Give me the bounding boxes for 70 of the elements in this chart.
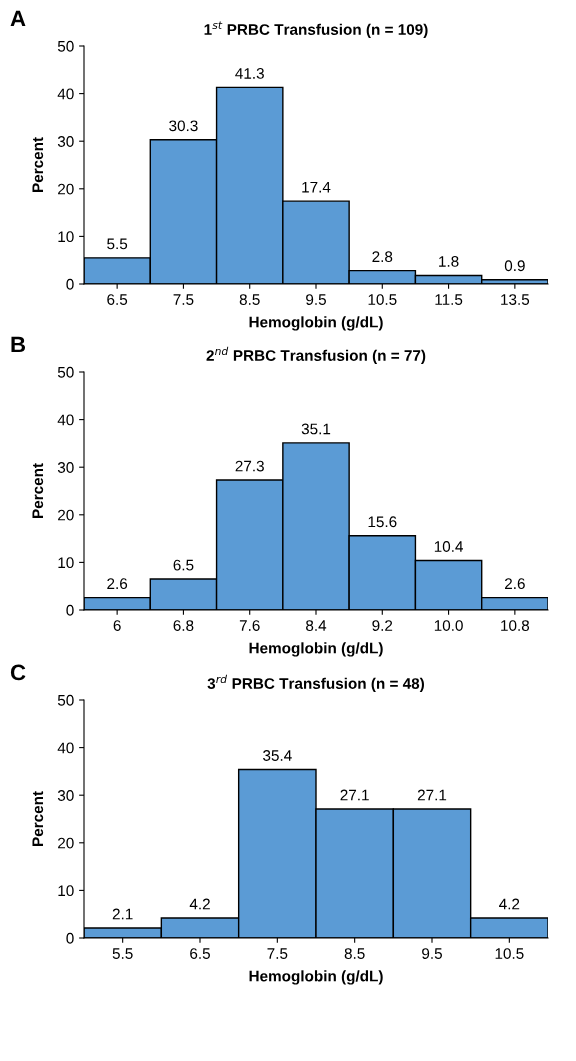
x-tick-label: 7.5 xyxy=(267,948,288,959)
x-tick-label: 8.4 xyxy=(306,620,327,631)
y-tick-label: 20 xyxy=(58,837,74,849)
x-tick-label: 7.6 xyxy=(239,620,260,631)
data-label: 2.1 xyxy=(112,908,133,920)
y-tick-label: 0 xyxy=(66,932,74,944)
data-label: 2.6 xyxy=(107,578,128,590)
x-axis-title: Hemoglobin (g/dL) xyxy=(249,642,383,657)
data-label: 2.6 xyxy=(505,578,525,590)
y-tick-label: 20 xyxy=(58,183,74,195)
y-tick-label: 50 xyxy=(57,694,74,706)
x-tick-label: 6.5 xyxy=(190,948,210,959)
data-label: 1.8 xyxy=(439,256,459,267)
x-axis-title: Hemoglobin (g/dL) xyxy=(249,970,383,985)
y-tick-label: 30 xyxy=(57,790,74,801)
y-tick-label: 30 xyxy=(57,136,74,147)
y-axis-title: Percent xyxy=(32,791,44,846)
y-tick-label: 40 xyxy=(57,414,74,426)
x-tick-label: 6.5 xyxy=(107,294,128,305)
chart-title: 1$^{st}$ PRBC Transfusion (n = 109) xyxy=(204,21,428,38)
y-tick-label: 10 xyxy=(58,231,74,243)
x-tick-label: 9.5 xyxy=(422,948,442,959)
y-tick-label: 30 xyxy=(57,462,74,473)
x-axis-title: Hemoglobin (g/dL) xyxy=(249,316,383,331)
data-label: 2.8 xyxy=(372,251,393,263)
x-tick-label: 6.8 xyxy=(173,620,194,631)
x-tick-label: 6 xyxy=(113,620,121,631)
x-tick-label: 13.5 xyxy=(501,294,530,305)
data-label: 4.2 xyxy=(189,898,210,910)
y-tick-label: 0 xyxy=(66,278,74,290)
data-label: 0.9 xyxy=(504,260,525,272)
x-tick-label: 8.5 xyxy=(344,948,365,959)
x-tick-label: 10.5 xyxy=(368,294,397,305)
data-label: 27.1 xyxy=(417,789,447,801)
text: C xyxy=(10,664,26,681)
y-axis-title: Percent xyxy=(32,137,44,192)
data-label: 5.5 xyxy=(107,238,128,250)
y-tick-label: 50 xyxy=(57,40,74,52)
y-tick-label: 0 xyxy=(66,604,74,616)
chart-title: 2$^{nd}$ PRBC Transfusion (n = 77) xyxy=(206,346,426,364)
x-tick-label: 7.5 xyxy=(173,294,194,305)
text: A xyxy=(10,10,26,27)
y-tick-label: 40 xyxy=(57,88,74,100)
x-tick-label: 11.5 xyxy=(435,294,463,305)
x-tick-label: 10.0 xyxy=(434,620,463,631)
x-tick-label: 9.5 xyxy=(306,294,326,305)
data-label: 17.4 xyxy=(302,181,331,193)
data-label: 4.2 xyxy=(499,898,520,910)
x-tick-label: 8.5 xyxy=(239,294,260,305)
data-label: 35.1 xyxy=(301,423,331,435)
chart-title: 3$^{rd}$ PRBC Transfusion (n = 48) xyxy=(207,674,424,692)
x-tick-label: 10.5 xyxy=(495,948,524,959)
x-tick-label: 9.2 xyxy=(372,620,393,631)
y-tick-label: 50 xyxy=(57,366,74,378)
y-tick-label: 10 xyxy=(58,557,74,569)
y-axis-title: Percent xyxy=(32,463,44,518)
data-label: 27.1 xyxy=(340,789,369,801)
data-label: 30.3 xyxy=(169,120,198,132)
data-label: 6.5 xyxy=(173,559,194,571)
y-tick-label: 20 xyxy=(58,509,74,521)
data-label: 10.4 xyxy=(434,541,463,552)
y-tick-label: 40 xyxy=(57,742,74,754)
data-label: 35.4 xyxy=(263,750,292,761)
data-label: 41.3 xyxy=(235,68,264,79)
x-tick-label: 5.5 xyxy=(112,948,133,959)
data-label: 15.6 xyxy=(368,516,397,528)
y-tick-label: 10 xyxy=(58,885,74,897)
data-label: 27.3 xyxy=(235,460,264,472)
x-tick-label: 10.8 xyxy=(501,620,530,631)
text: B xyxy=(11,336,26,353)
